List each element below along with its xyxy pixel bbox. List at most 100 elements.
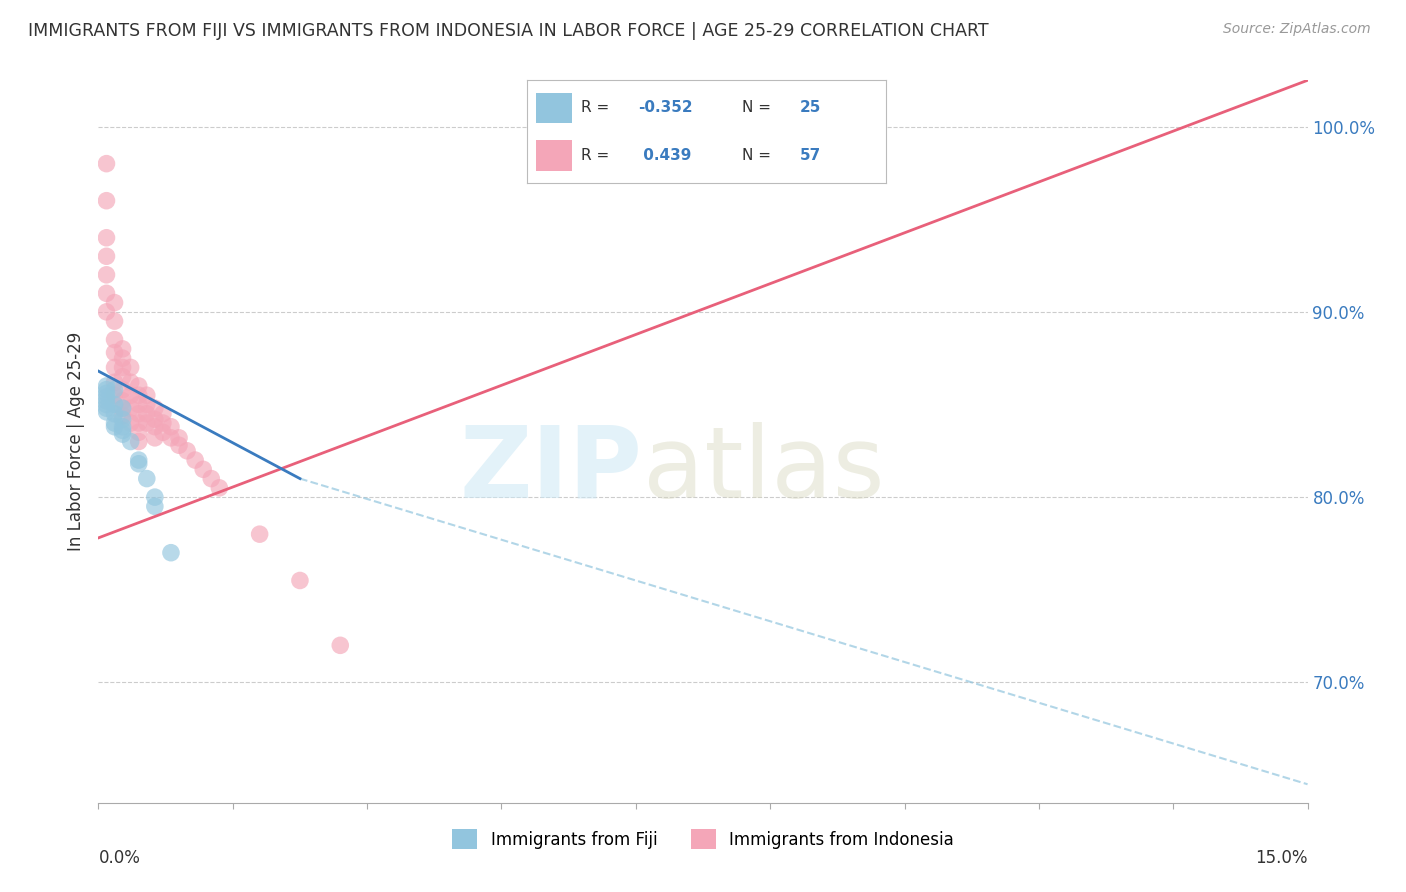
- Point: [120, 376, 142, 390]
- Point: [96, 383, 118, 397]
- Point: [249, 527, 271, 541]
- Point: [120, 388, 142, 402]
- Point: [96, 268, 118, 282]
- Legend: Immigrants from Fiji, Immigrants from Indonesia: Immigrants from Fiji, Immigrants from In…: [446, 822, 960, 856]
- Point: [160, 546, 183, 560]
- Point: [111, 409, 134, 423]
- Point: [120, 434, 142, 449]
- Point: [96, 231, 118, 245]
- Point: [103, 345, 125, 359]
- Point: [120, 401, 142, 416]
- Text: 25: 25: [800, 101, 821, 115]
- Point: [103, 388, 125, 402]
- Text: ZIP: ZIP: [460, 422, 643, 519]
- Point: [128, 457, 150, 471]
- Point: [111, 401, 134, 416]
- Point: [120, 360, 142, 375]
- Point: [143, 401, 166, 416]
- Point: [111, 351, 134, 366]
- Point: [329, 638, 352, 652]
- Y-axis label: In Labor Force | Age 25-29: In Labor Force | Age 25-29: [66, 332, 84, 551]
- Point: [128, 453, 150, 467]
- Point: [103, 360, 125, 375]
- Point: [96, 286, 118, 301]
- Text: IMMIGRANTS FROM FIJI VS IMMIGRANTS FROM INDONESIA IN LABOR FORCE | AGE 25-29 COR: IMMIGRANTS FROM FIJI VS IMMIGRANTS FROM …: [28, 22, 988, 40]
- Point: [111, 393, 134, 408]
- Point: [111, 342, 134, 356]
- Point: [152, 407, 174, 421]
- Point: [167, 431, 190, 445]
- Point: [135, 407, 157, 421]
- Point: [103, 416, 125, 430]
- Point: [103, 407, 125, 421]
- Point: [128, 379, 150, 393]
- Point: [176, 443, 198, 458]
- Point: [103, 333, 125, 347]
- Text: -0.352: -0.352: [638, 101, 693, 115]
- Point: [111, 383, 134, 397]
- Point: [111, 412, 134, 426]
- Point: [128, 397, 150, 411]
- Point: [143, 500, 166, 514]
- Point: [200, 472, 222, 486]
- Point: [103, 397, 125, 411]
- Point: [193, 462, 215, 476]
- Point: [135, 472, 157, 486]
- Point: [111, 401, 134, 416]
- Point: [96, 390, 118, 404]
- Text: 0.0%: 0.0%: [98, 849, 141, 867]
- Point: [208, 481, 231, 495]
- Point: [96, 386, 118, 401]
- Point: [103, 376, 125, 390]
- Point: [96, 305, 118, 319]
- Point: [96, 194, 118, 208]
- Point: [103, 295, 125, 310]
- Point: [96, 401, 118, 416]
- Text: 57: 57: [800, 148, 821, 162]
- Point: [135, 397, 157, 411]
- Point: [135, 388, 157, 402]
- Point: [288, 574, 311, 588]
- Point: [143, 412, 166, 426]
- Point: [96, 379, 118, 393]
- Point: [128, 388, 150, 402]
- Point: [96, 249, 118, 263]
- Point: [103, 314, 125, 328]
- Point: [135, 416, 157, 430]
- Point: [96, 156, 118, 170]
- Text: N =: N =: [742, 148, 776, 162]
- Text: R =: R =: [581, 148, 614, 162]
- Point: [128, 434, 150, 449]
- Point: [96, 393, 118, 408]
- Point: [128, 416, 150, 430]
- Text: atlas: atlas: [643, 422, 884, 519]
- Point: [96, 397, 118, 411]
- Point: [160, 419, 183, 434]
- Point: [143, 490, 166, 504]
- Point: [111, 419, 134, 434]
- Text: 15.0%: 15.0%: [1256, 849, 1308, 867]
- Text: 0.439: 0.439: [638, 148, 692, 162]
- Point: [128, 425, 150, 440]
- Point: [111, 427, 134, 442]
- Text: Source: ZipAtlas.com: Source: ZipAtlas.com: [1223, 22, 1371, 37]
- Text: R =: R =: [581, 101, 614, 115]
- Point: [152, 416, 174, 430]
- Point: [111, 369, 134, 384]
- Point: [128, 407, 150, 421]
- FancyBboxPatch shape: [536, 93, 572, 123]
- Point: [184, 453, 207, 467]
- Text: N =: N =: [742, 101, 776, 115]
- Point: [152, 425, 174, 440]
- Point: [111, 424, 134, 438]
- Point: [160, 431, 183, 445]
- Point: [143, 419, 166, 434]
- Point: [167, 438, 190, 452]
- Point: [103, 419, 125, 434]
- Point: [143, 431, 166, 445]
- Point: [96, 405, 118, 419]
- Point: [120, 416, 142, 430]
- Point: [103, 383, 125, 397]
- Point: [111, 360, 134, 375]
- FancyBboxPatch shape: [536, 140, 572, 170]
